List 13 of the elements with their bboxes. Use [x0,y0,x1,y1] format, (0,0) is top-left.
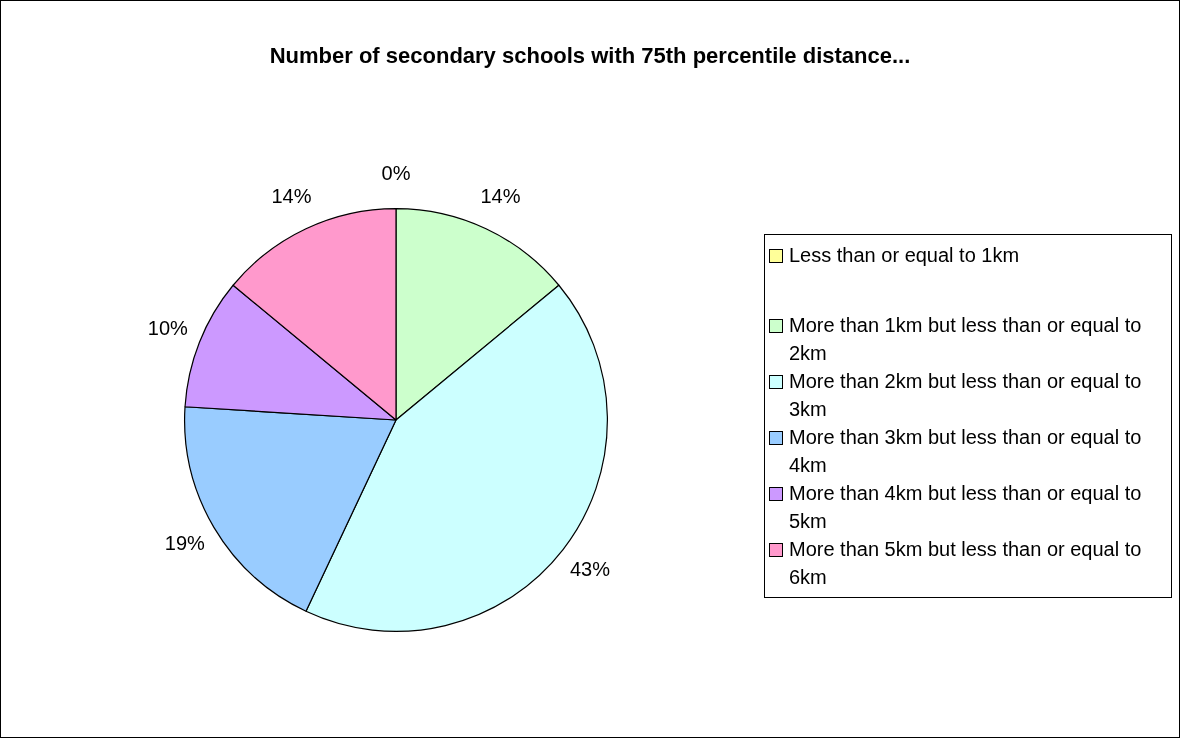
legend-label: More than 1km but less than or equal to 2km [789,313,1143,366]
legend-label: More than 3km but less than or equal to 4km [789,425,1143,478]
data-label: 14% [271,185,312,208]
text: 0% [381,162,411,185]
legend-label: More than 5km but less than or equal to 6km [789,537,1143,590]
legend-label: More than 2km but less than or equal to 3km [789,369,1143,422]
data-label: 43% [569,557,611,580]
data-label: 19% [164,532,205,555]
legend-label: More than 4km but less than or equal to 5km [789,481,1143,534]
legend-label: Less than or equal to 1km [789,243,1020,268]
data-label: 10% [147,317,189,340]
data-label: 14% [480,185,521,208]
chart-title: Number of secondary schools with 75th percentile distance... [268,43,912,69]
